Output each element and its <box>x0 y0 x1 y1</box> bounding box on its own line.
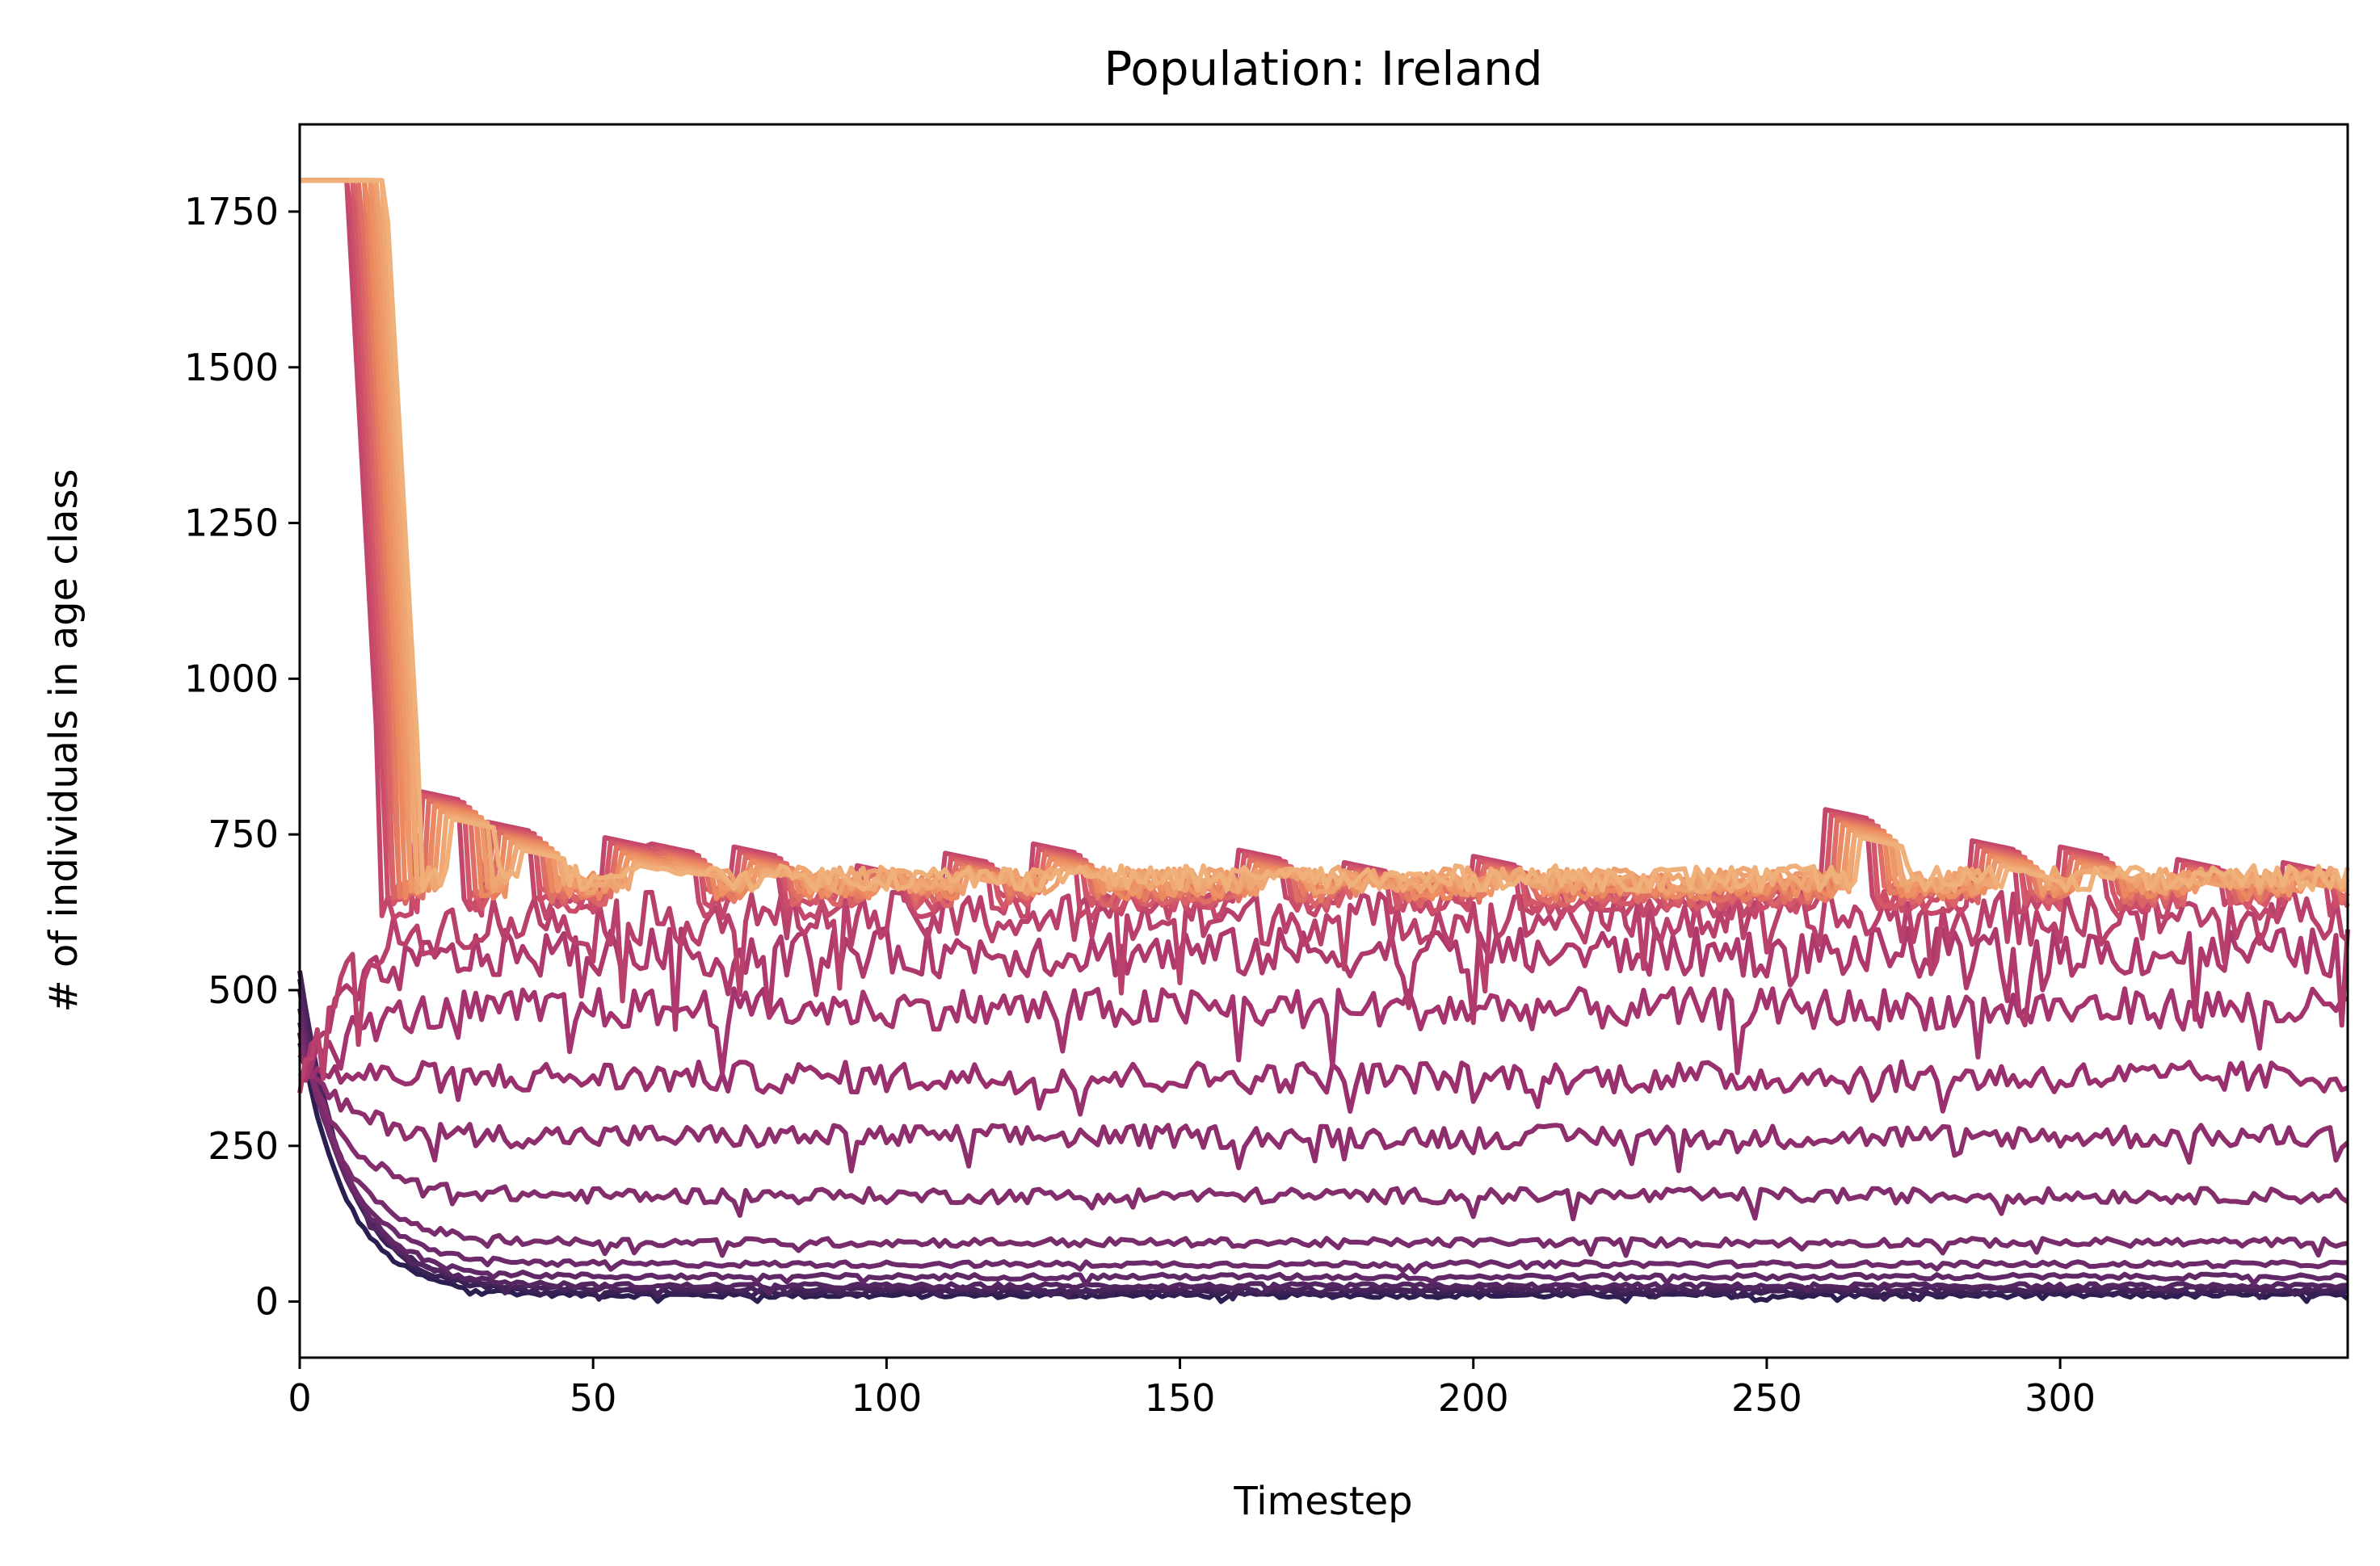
series-line-13 <box>297 889 2350 1094</box>
series-layer <box>297 178 2350 1304</box>
x-tick-label: 150 <box>1145 1376 1216 1420</box>
y-tick-label: 1500 <box>184 346 279 389</box>
y-tick-label: 750 <box>208 812 279 856</box>
x-tick-label: 100 <box>851 1376 922 1420</box>
y-tick-label: 1250 <box>184 502 279 545</box>
y-tick-label: 500 <box>208 968 279 1012</box>
x-tick-label: 0 <box>288 1376 311 1420</box>
series-line-8 <box>297 1042 2349 1222</box>
series-line-17 <box>300 178 2350 909</box>
series-line-19 <box>300 178 2350 904</box>
series-line-20 <box>300 178 2350 902</box>
series-line-16 <box>300 178 2350 912</box>
series-line-7 <box>297 1031 2348 1258</box>
series-line-6 <box>297 1022 2348 1274</box>
series-line-25 <box>300 178 2350 893</box>
series-line-10 <box>299 1059 2349 1117</box>
y-tick-label: 0 <box>255 1280 279 1324</box>
chart-title: Population: Ireland <box>1104 41 1542 96</box>
series-line-24 <box>300 178 2350 895</box>
y-tick-label: 250 <box>208 1124 279 1168</box>
x-axis-ticks: 0 50 100 150 200 250 300 <box>288 1358 2096 1420</box>
y-tick-label: 1750 <box>184 190 279 233</box>
x-tick-label: 50 <box>570 1376 617 1420</box>
series-line-12 <box>299 926 2350 1078</box>
x-tick-label: 300 <box>2025 1376 2096 1420</box>
y-axis-ticks: 0 250 500 750 1000 1250 1500 1750 <box>184 190 300 1324</box>
x-axis-label: Timestep <box>1233 1479 1412 1524</box>
plot-frame <box>298 123 2349 1359</box>
series-line-9 <box>297 1053 2349 1173</box>
series-line-18 <box>300 178 2350 905</box>
series-line-23 <box>300 178 2349 896</box>
y-axis-label: # of individuals in age class <box>41 468 86 1012</box>
series-line-11 <box>297 985 2348 1083</box>
series-line-5 <box>297 1008 2349 1287</box>
series-line-21 <box>300 178 2350 900</box>
series-line-4 <box>297 989 2348 1296</box>
series-line-14 <box>300 178 2348 922</box>
x-tick-label: 200 <box>1438 1376 1509 1420</box>
x-tick-label: 250 <box>1731 1376 1802 1420</box>
series-line-15 <box>300 178 2350 915</box>
y-tick-label: 1000 <box>184 657 279 700</box>
series-line-22 <box>300 178 2348 898</box>
